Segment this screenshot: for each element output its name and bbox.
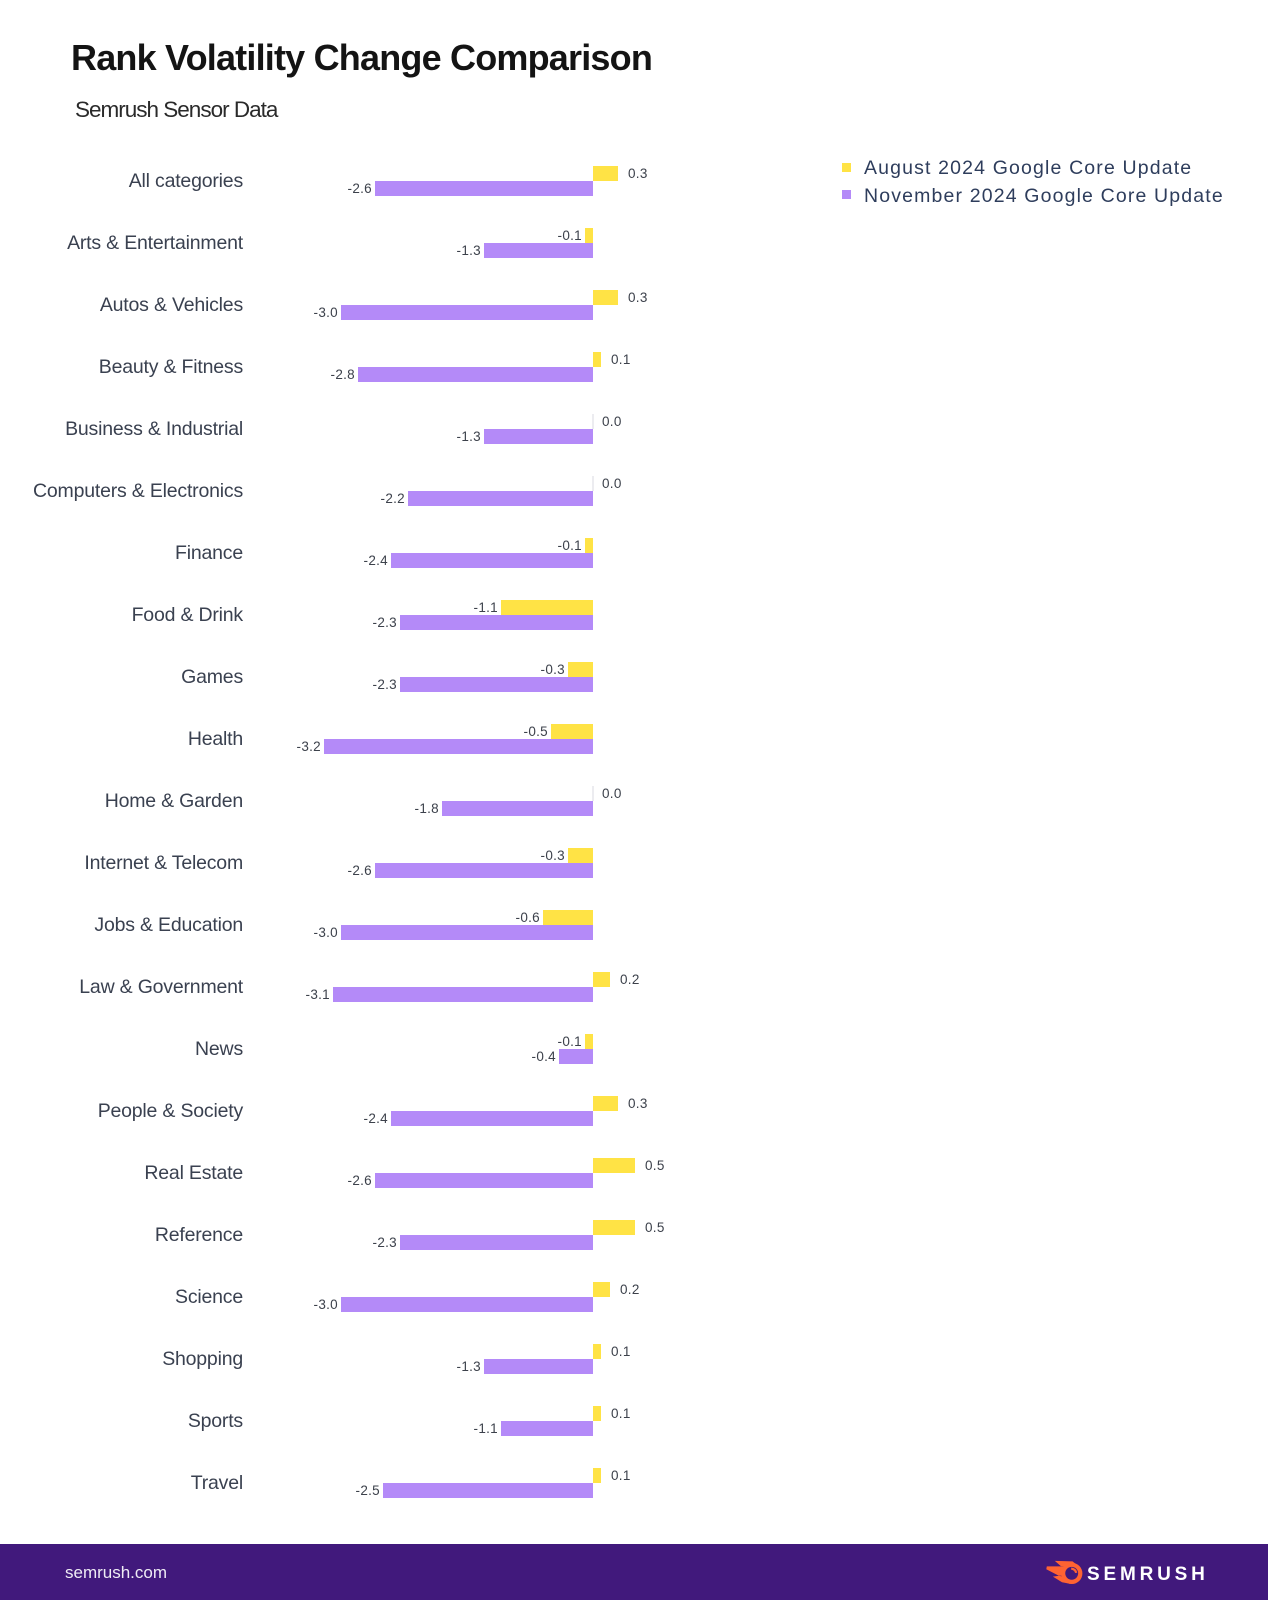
svg-text:SEMRUSH: SEMRUSH <box>1087 1564 1209 1585</box>
